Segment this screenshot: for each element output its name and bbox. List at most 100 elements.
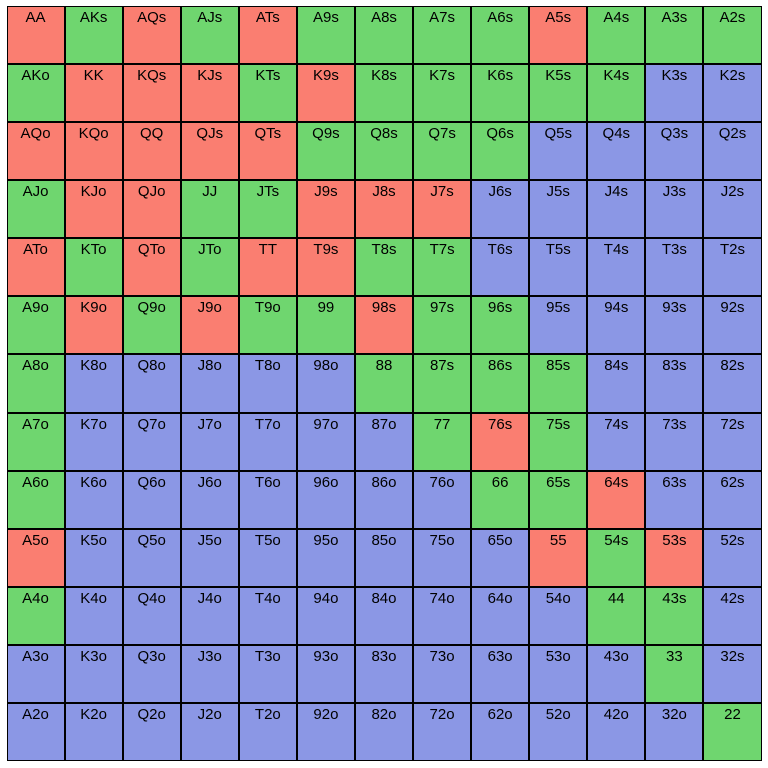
range-cell-QQ: QQ [123,122,181,180]
range-cell-42o: 42o [587,703,645,761]
hand-label: T4o [255,591,281,606]
range-cell-92s: 92s [703,296,761,354]
range-cell-K4s: K4s [587,64,645,122]
hand-label: Q6o [138,475,166,490]
range-cell-87o: 87o [355,413,413,471]
range-cell-A7s: A7s [413,6,471,64]
hand-label: 66 [492,475,509,490]
range-cell-72s: 72s [703,413,761,471]
range-cell-T8o: T8o [239,354,297,412]
hand-label: T3s [662,242,687,257]
hand-label: KK [84,68,104,83]
range-cell-94o: 94o [297,587,355,645]
hand-label: Q6s [486,126,514,141]
hand-label: 76s [488,417,512,432]
hand-label: Q9o [138,300,166,315]
hand-label: QQ [140,126,163,141]
hand-label: 92s [720,300,744,315]
range-cell-KQo: KQo [65,122,123,180]
range-cell-22: 22 [703,703,761,761]
range-cell-Q3s: Q3s [645,122,703,180]
hand-label: 98o [313,358,338,373]
hand-label: KJs [197,68,222,83]
range-cell-54o: 54o [529,587,587,645]
hand-label: 83s [662,358,686,373]
hand-label: 85s [546,358,570,373]
range-cell-75s: 75s [529,413,587,471]
hand-label: A6s [487,10,513,25]
range-cell-ATo: ATo [7,238,65,296]
range-cell-98o: 98o [297,354,355,412]
hand-label: J3s [663,184,686,199]
hand-label: 64o [488,591,513,606]
hand-label: 96s [488,300,512,315]
range-cell-A6o: A6o [7,471,65,529]
hand-label: T8o [255,358,281,373]
range-cell-T6s: T6s [471,238,529,296]
hand-label: K9s [313,68,339,83]
hand-label: 74s [604,417,628,432]
range-cell-T7o: T7o [239,413,297,471]
hand-label: 95o [313,533,338,548]
range-cell-65s: 65s [529,471,587,529]
hand-label: 72o [430,707,455,722]
hand-label: J2o [198,707,222,722]
hand-label: 73s [662,417,686,432]
hand-label: Q5o [138,533,166,548]
hand-label: 43s [662,591,686,606]
hand-label: Q7s [428,126,456,141]
range-cell-A9s: A9s [297,6,355,64]
range-cell-66: 66 [471,471,529,529]
range-cell-42s: 42s [703,587,761,645]
range-cell-T8s: T8s [355,238,413,296]
hand-label: 62s [720,475,744,490]
range-cell-63s: 63s [645,471,703,529]
hand-label: T6o [255,475,281,490]
hand-label: J4s [605,184,628,199]
range-cell-73s: 73s [645,413,703,471]
range-cell-74s: 74s [587,413,645,471]
hand-label: AA [26,10,46,25]
range-cell-Q6s: Q6s [471,122,529,180]
range-cell-Q2o: Q2o [123,703,181,761]
hand-label: 65o [488,533,513,548]
range-cell-AKs: AKs [65,6,123,64]
hand-label: AKs [80,10,108,25]
range-cell-64s: 64s [587,471,645,529]
range-cell-A6s: A6s [471,6,529,64]
range-cell-52o: 52o [529,703,587,761]
range-cell-98s: 98s [355,296,413,354]
range-cell-32s: 32s [703,645,761,703]
hand-label: Q2o [138,707,166,722]
range-cell-53s: 53s [645,529,703,587]
hand-label: KQs [137,68,166,83]
range-cell-T9o: T9o [239,296,297,354]
range-cell-72o: 72o [413,703,471,761]
hand-label: K3o [80,649,107,664]
hand-label: 75o [430,533,455,548]
hand-label: J5o [198,533,222,548]
hand-label: 98s [372,300,396,315]
hand-label: K7o [80,417,107,432]
hand-label: T4s [604,242,629,257]
hand-label: 87s [430,358,454,373]
hand-label: 52o [546,707,571,722]
range-cell-KJo: KJo [65,180,123,238]
hand-label: J9s [314,184,337,199]
range-cell-43s: 43s [645,587,703,645]
range-cell-A7o: A7o [7,413,65,471]
range-cell-84o: 84o [355,587,413,645]
hand-label: ATs [256,10,280,25]
range-cell-87s: 87s [413,354,471,412]
range-cell-86s: 86s [471,354,529,412]
hand-label: 42o [604,707,629,722]
hand-label: A5o [22,533,49,548]
hand-label: 53s [662,533,686,548]
range-cell-J7o: J7o [181,413,239,471]
range-cell-77: 77 [413,413,471,471]
range-cell-97o: 97o [297,413,355,471]
range-cell-Q8o: Q8o [123,354,181,412]
hand-label: 77 [434,417,451,432]
range-cell-Q7o: Q7o [123,413,181,471]
hand-label: K2s [720,68,746,83]
